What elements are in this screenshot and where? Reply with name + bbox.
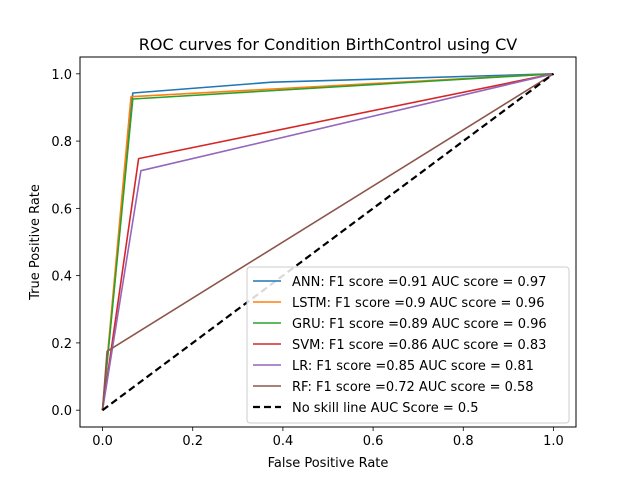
roc-line-3 xyxy=(101,73,554,411)
plot-frame xyxy=(79,56,577,428)
legend-label-4: LR: F1 score =0.85 AUC score = 0.81 xyxy=(292,359,534,374)
legend-box xyxy=(246,266,570,424)
x-tick-label: 0.2 xyxy=(182,434,203,449)
y-tick-label: 0.0 xyxy=(51,404,72,419)
roc-line-6 xyxy=(101,72,555,412)
x-tick-label: 0.8 xyxy=(453,434,474,449)
y-tick-label: 0.6 xyxy=(51,202,72,217)
legend-label-5: RF: F1 score =0.72 AUC score = 0.58 xyxy=(292,380,534,395)
y-tick-label: 0.4 xyxy=(51,270,72,285)
x-tick-label: 1.0 xyxy=(543,434,564,449)
legend-label-3: SVM: F1 score =0.86 AUC score = 0.83 xyxy=(292,338,546,353)
roc-line-5 xyxy=(101,73,554,411)
y-tick-label: 1.0 xyxy=(51,68,72,83)
roc-line-2 xyxy=(101,73,554,411)
legend: ANN: F1 score =0.91 AUC score = 0.97 LSTM… xyxy=(246,266,570,424)
y-tick-label: 0.8 xyxy=(51,135,72,150)
y-axis-label: True Positive Rate xyxy=(28,184,43,301)
roc-line-4 xyxy=(101,73,554,411)
x-axis-label: False Positive Rate xyxy=(268,456,389,471)
legend-label-1: LSTM: F1 score =0.9 AUC score = 0.96 xyxy=(292,296,544,311)
x-tick-label: 0.4 xyxy=(273,434,294,449)
legend-label-2: GRU: F1 score =0.89 AUC score = 0.96 xyxy=(292,317,547,332)
y-tick-label: 0.2 xyxy=(51,337,72,352)
legend-label-0: ANN: F1 score =0.91 AUC score = 0.97 xyxy=(292,275,546,290)
chart-title: ROC curves for Condition BirthControl us… xyxy=(139,35,518,54)
legend-label-6: No skill line AUC Score = 0.5 xyxy=(292,401,479,416)
x-tick-label: 0.0 xyxy=(92,434,113,449)
x-tick-label: 0.6 xyxy=(363,434,384,449)
